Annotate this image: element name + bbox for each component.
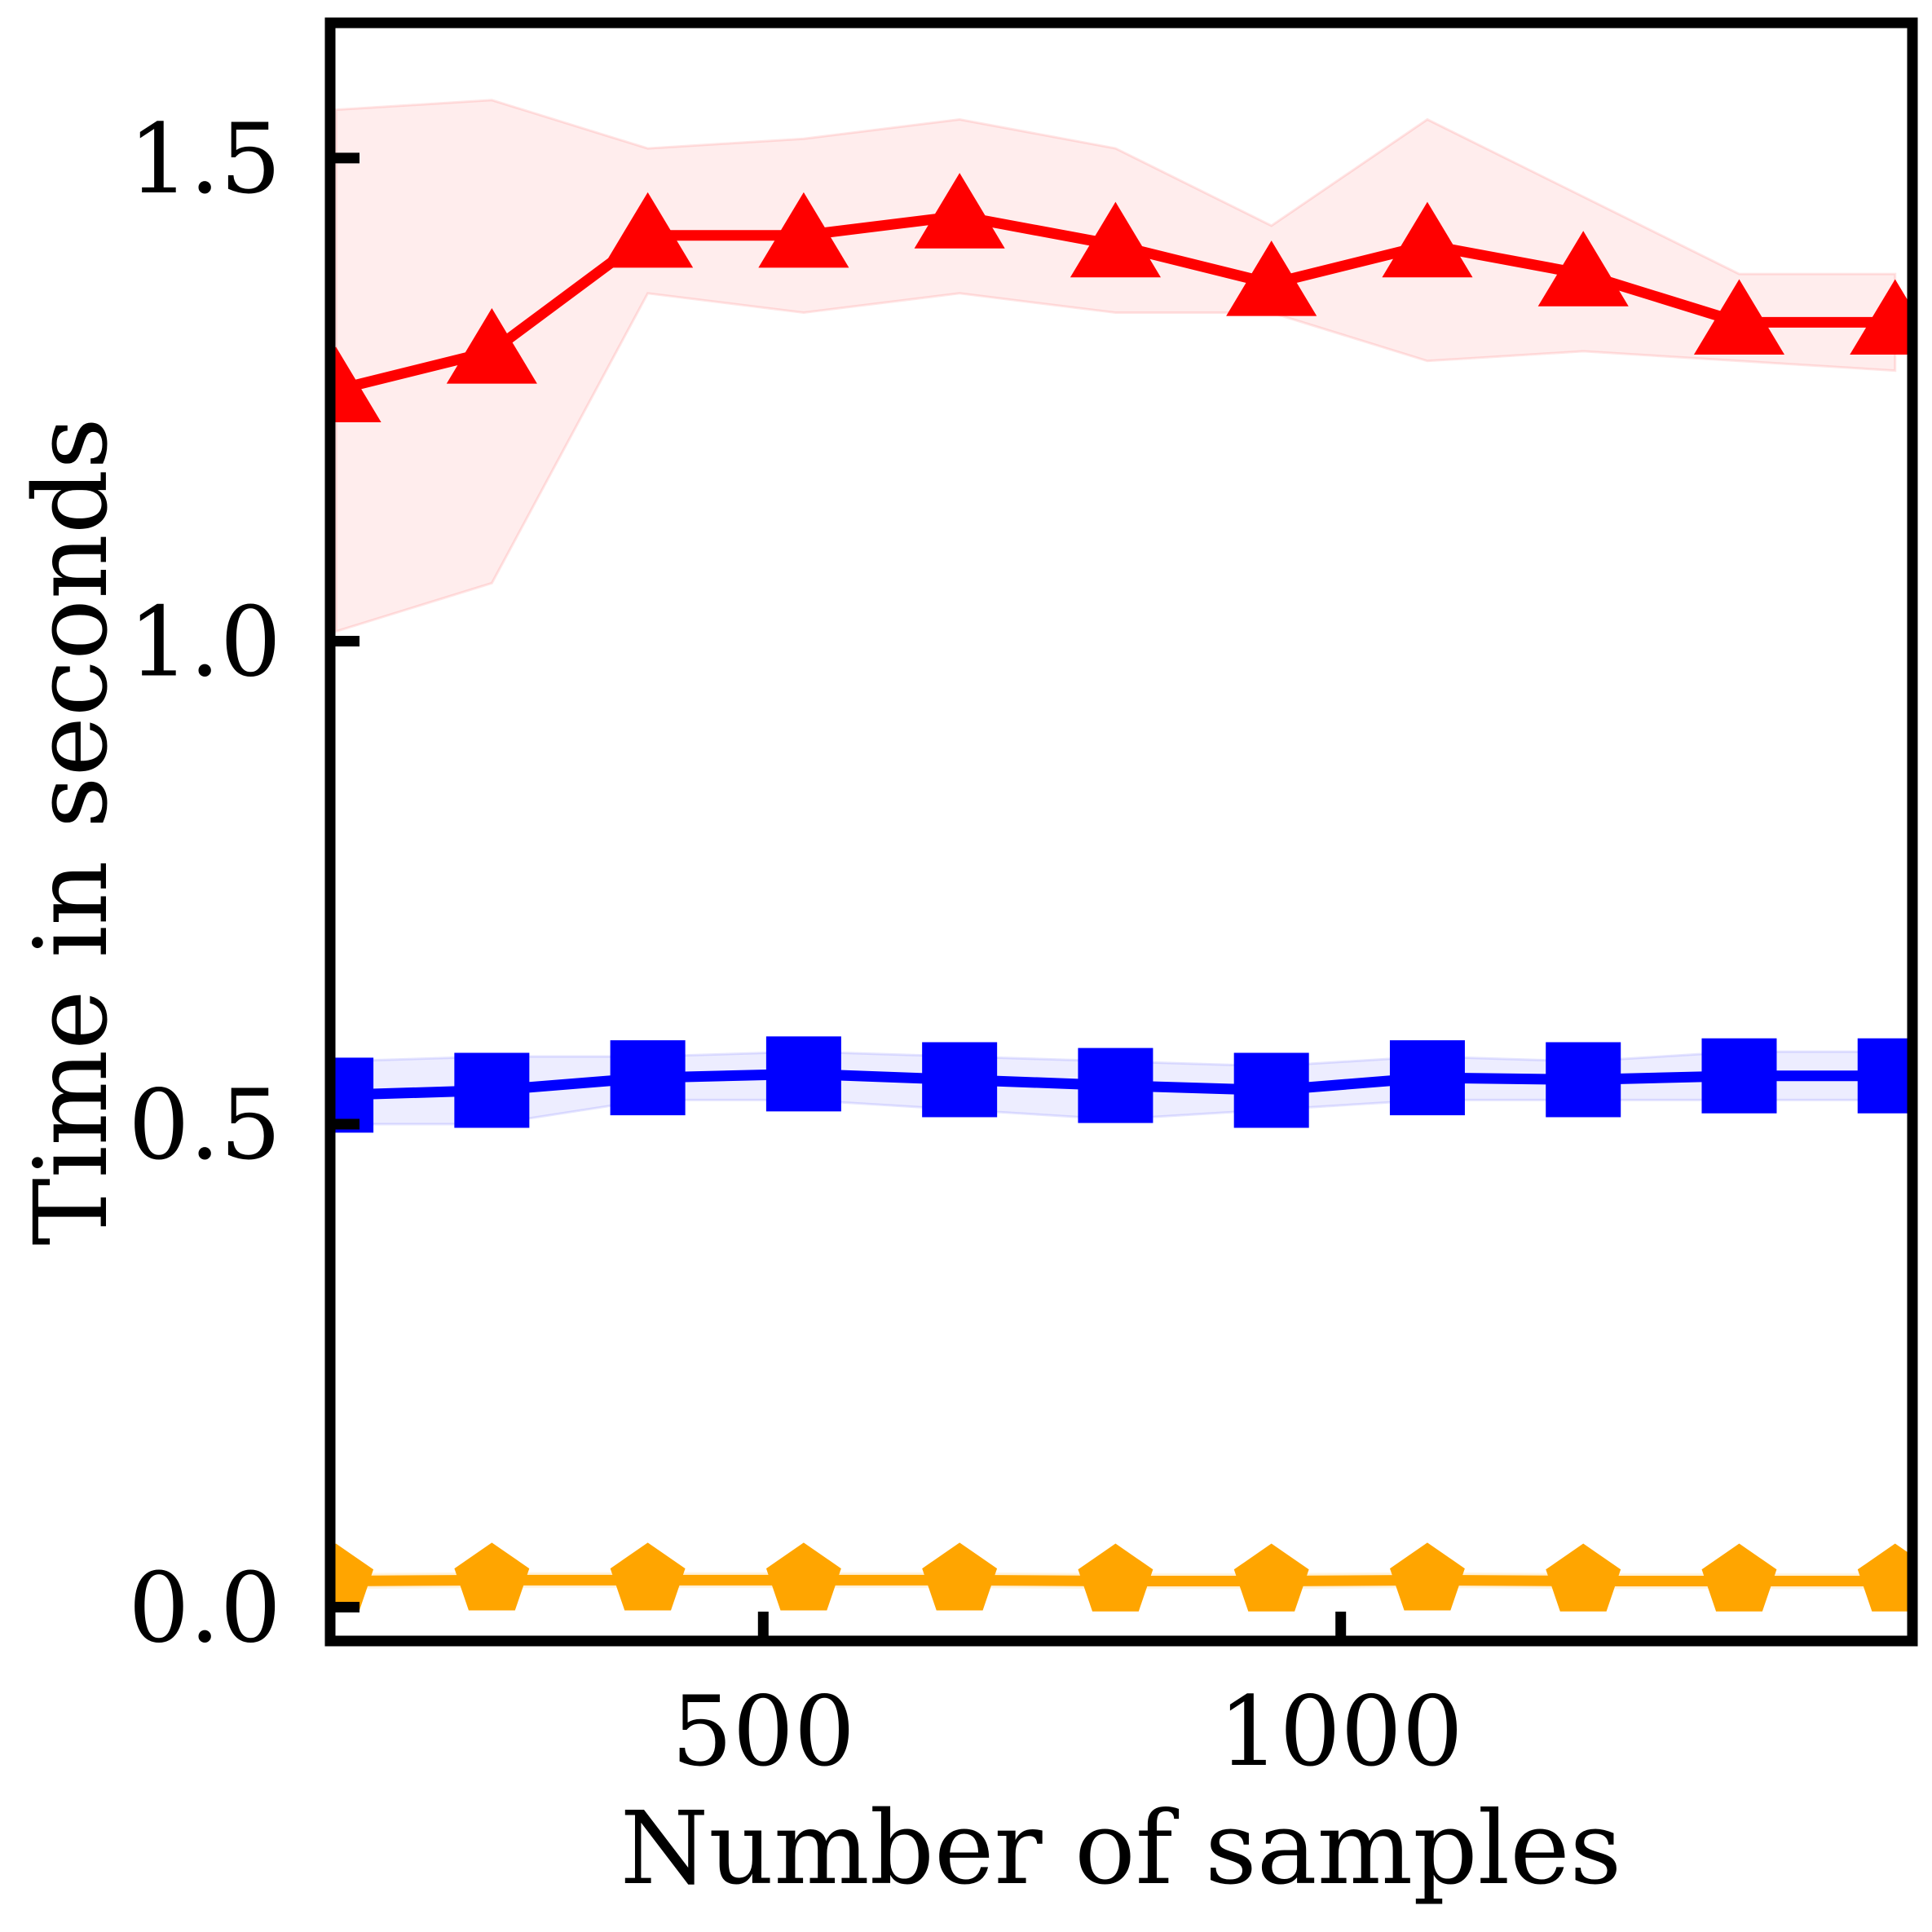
series-3-point — [330, 1543, 374, 1612]
series-1-point — [330, 346, 382, 423]
series-1-band — [334, 99, 1897, 633]
series-1-point — [914, 173, 1005, 249]
y-tick-label: 1.5 — [128, 103, 281, 215]
series-2-point — [454, 1052, 530, 1128]
series-3-point — [1078, 1543, 1153, 1612]
series-2-point — [765, 1036, 841, 1112]
series-3-point — [765, 1542, 841, 1611]
series-1-point — [1226, 240, 1317, 316]
series-1-point — [758, 192, 849, 268]
series-3-point — [922, 1542, 998, 1611]
series-2-point — [1233, 1052, 1309, 1128]
y-tick-label: 0.5 — [128, 1069, 281, 1181]
confidence-bands — [334, 99, 1897, 1590]
series-3-point — [1233, 1543, 1309, 1612]
y-tick-label: 1.0 — [128, 585, 281, 698]
series-3-point — [610, 1542, 686, 1611]
series-3-point — [1701, 1543, 1777, 1612]
series-2-point — [1701, 1038, 1777, 1114]
series-2-point — [1389, 1040, 1465, 1116]
series-3-point — [454, 1542, 530, 1611]
x-tick-label: 500 — [672, 1675, 855, 1788]
series-3-point — [1546, 1543, 1621, 1612]
series-1-point — [1850, 279, 1912, 355]
series-2-point — [1857, 1038, 1912, 1114]
series-1-point — [1070, 201, 1161, 278]
series-2-point — [1078, 1048, 1153, 1123]
series-2-point — [922, 1042, 998, 1118]
series-3-point — [1857, 1543, 1912, 1612]
series-3-point — [1390, 1542, 1465, 1611]
series-2-point — [1546, 1042, 1621, 1118]
series-1-point — [1537, 231, 1629, 307]
series-markers — [330, 173, 1912, 1612]
plot-frame — [324, 17, 1918, 1647]
x-tick-label: 1000 — [1219, 1675, 1463, 1788]
series-1-point — [1382, 201, 1473, 278]
x-axis-label: Number of samples — [620, 1790, 1622, 1908]
series-1-point — [446, 308, 537, 384]
series-1-point — [602, 192, 694, 268]
series-2-point — [610, 1040, 686, 1116]
series-1-point — [1693, 279, 1785, 355]
tick-labels: 0.0 0.5 1.0 1.5 500 1000 — [128, 103, 1463, 1788]
y-axis-label: Time in seconds — [13, 417, 130, 1246]
y-tick-label: 0.0 — [128, 1552, 281, 1665]
